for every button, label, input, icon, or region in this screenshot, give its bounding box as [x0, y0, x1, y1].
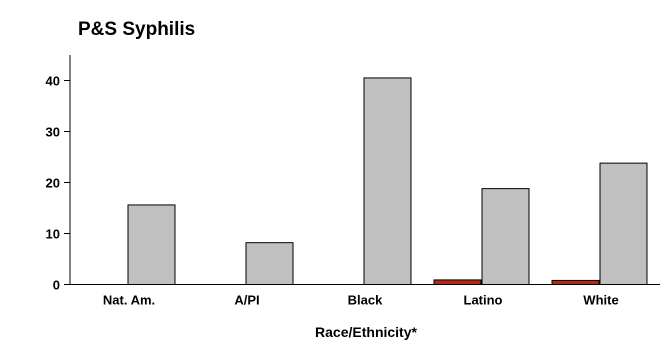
y-tick-label: 40	[46, 74, 60, 89]
x-tick-label: White	[583, 293, 618, 308]
x-axis: Nat. Am. A/PI Black Latino White	[103, 293, 619, 308]
bar-1-white	[551, 279, 600, 286]
y-tick-label: 10	[46, 227, 60, 242]
bar-2-latino	[481, 188, 530, 285]
y-tick-label: 20	[46, 176, 60, 191]
y-tick-label: 0	[53, 278, 60, 293]
bars	[127, 77, 648, 286]
bar-1-latino	[433, 279, 482, 286]
bar-2-black	[363, 77, 412, 285]
chart-title: P&S Syphilis	[78, 19, 195, 40]
y-axis: 0 10 20 30 40	[46, 74, 70, 293]
bar-2-a-pi	[245, 242, 294, 285]
bar-2-white	[599, 162, 648, 285]
y-tick-label: 30	[46, 125, 60, 140]
x-tick-label: Nat. Am.	[103, 293, 155, 308]
x-tick-label: A/PI	[234, 293, 259, 308]
x-tick-label: Latino	[464, 293, 503, 308]
x-axis-label: Race/Ethnicity*	[315, 324, 417, 340]
bar-2-nat-am-	[127, 204, 176, 285]
x-tick-label: Black	[348, 293, 383, 308]
